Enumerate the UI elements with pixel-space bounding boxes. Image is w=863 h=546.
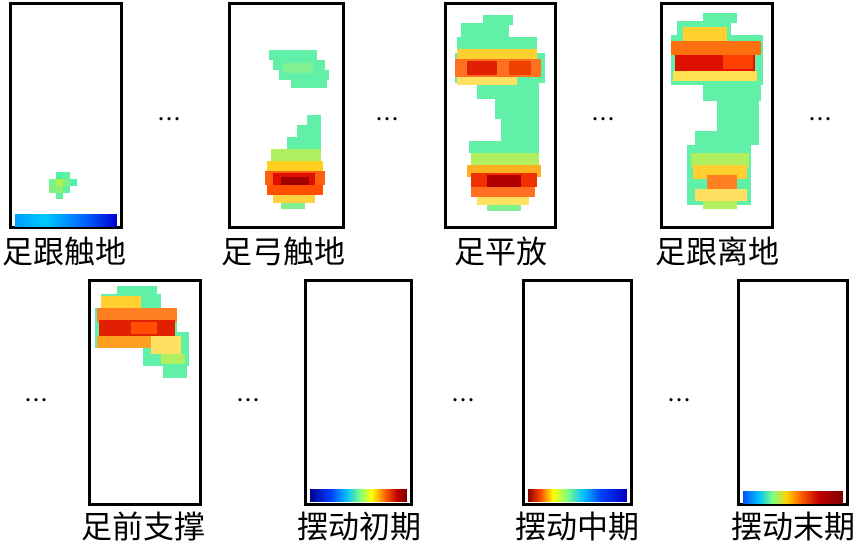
pressure-map-heel-off [671, 13, 763, 209]
caption-forefoot-support: 足前支撑 [81, 510, 205, 546]
ellipsis-4: … [808, 98, 833, 126]
panel-heel-strike [9, 2, 123, 229]
panel-forefoot-support [88, 279, 202, 506]
panel-swing-late [737, 279, 849, 506]
ellipsis-5: … [24, 379, 49, 407]
ground-contact-bar-swing-late [743, 491, 843, 504]
ground-contact-bar-swing-early [310, 489, 407, 502]
ground-contact-bar-swing-mid [528, 489, 627, 502]
ellipsis-2: … [375, 98, 400, 126]
caption-swing-early: 摆动初期 [297, 510, 421, 546]
ellipsis-8: … [667, 379, 692, 407]
caption-swing-mid: 摆动中期 [515, 510, 639, 546]
ellipsis-1: … [157, 98, 182, 126]
ellipsis-6: … [236, 379, 261, 407]
pressure-map-arch-contact [265, 50, 329, 209]
pressure-map-foot-flat [455, 15, 545, 211]
pressure-map-forefoot-support [95, 286, 189, 378]
caption-swing-late: 摆动末期 [731, 510, 855, 546]
caption-foot-flat: 足平放 [454, 235, 547, 271]
pressure-map-heel-strike [49, 172, 77, 199]
caption-heel-strike: 足跟触地 [2, 235, 126, 271]
panel-heel-off [660, 2, 774, 229]
panel-swing-early [304, 279, 413, 506]
panel-foot-flat [444, 2, 557, 229]
ellipsis-7: … [451, 379, 476, 407]
panel-swing-mid [522, 279, 633, 506]
ground-contact-bar-heel-strike [15, 214, 117, 227]
caption-heel-off: 足跟离地 [655, 235, 779, 271]
panel-arch-contact [228, 2, 345, 229]
ellipsis-3: … [591, 98, 616, 126]
caption-arch-contact: 足弓触地 [221, 235, 345, 271]
